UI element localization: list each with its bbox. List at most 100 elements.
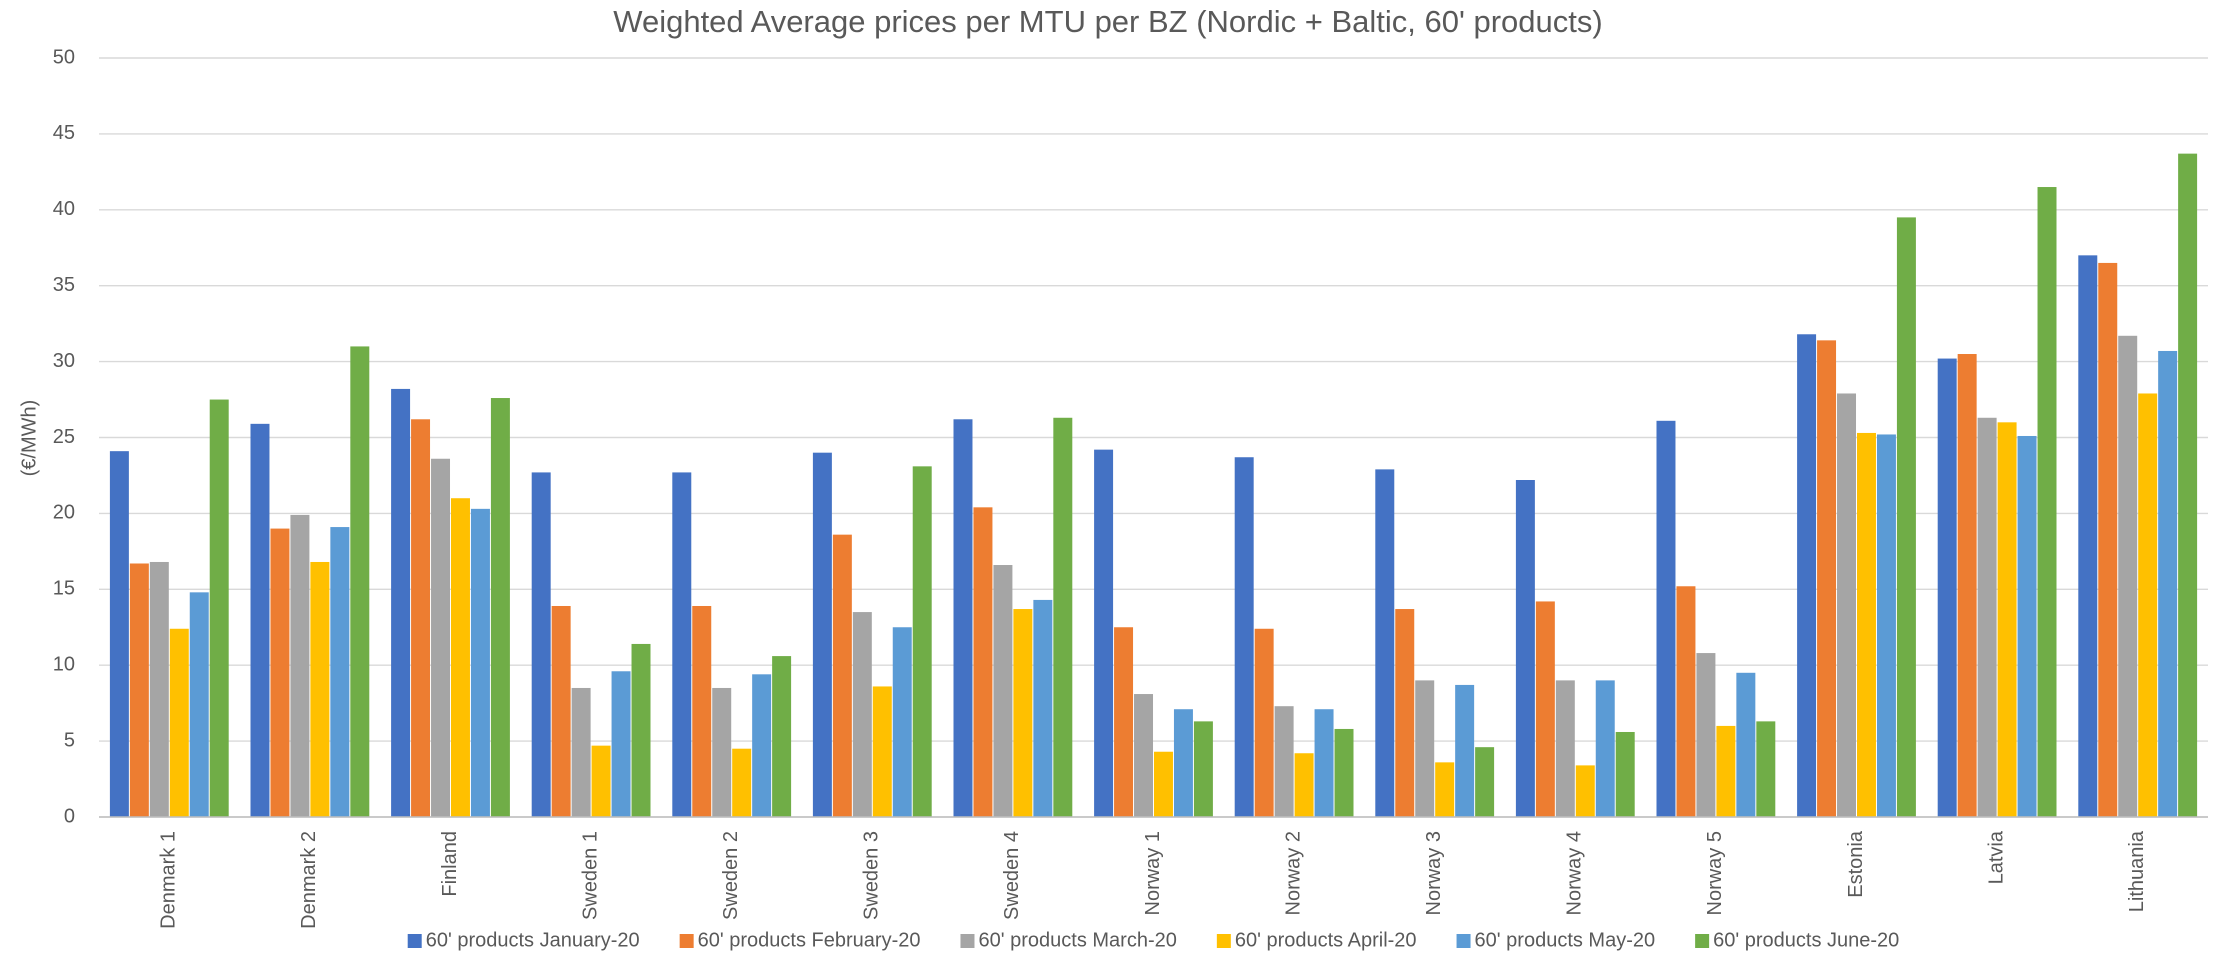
bar [1094,449,1114,817]
bar [189,592,209,817]
bar [812,452,832,817]
bar [411,419,431,817]
x-tick-label: Norway 1 [1142,831,1164,915]
bar [1173,709,1193,817]
bar [310,561,330,817]
bar [1375,469,1395,817]
bar [832,534,852,817]
y-tick-label: 35 [53,274,75,296]
bar [290,514,310,817]
bar [149,561,169,817]
bar [591,745,611,817]
bar [391,388,411,817]
bar [993,565,1013,817]
bar [1797,334,1817,817]
y-tick-label: 10 [53,653,75,675]
bar [1876,434,1896,817]
bar [1856,432,1876,817]
bar [2037,187,2057,817]
bar [1736,672,1756,817]
bar [571,687,591,817]
bar [2118,335,2138,817]
legend-label: 60' products March-20 [978,929,1176,951]
y-axis-label: (€/MWh) [18,400,40,477]
bar [1475,747,1495,817]
bar [1716,725,1736,817]
bar [732,748,752,817]
y-tick-label: 0 [64,805,75,827]
bar [1575,765,1595,817]
bar [872,686,892,817]
y-tick-label: 50 [53,46,75,68]
bar [1555,680,1575,817]
x-tick-label: Norway 5 [1704,831,1726,915]
bar [1515,480,1535,817]
bar [169,628,189,817]
legend-swatch [1216,934,1231,948]
bar [2017,435,2037,817]
bar [1314,709,1334,817]
bar [109,451,129,817]
bar [450,498,470,817]
legend-swatch [960,934,975,948]
legend-label: 60' products February-20 [698,929,921,951]
bar [1997,422,2017,817]
bar [1033,599,1053,817]
bar [752,674,772,817]
bar [1817,340,1837,817]
bar [712,687,732,817]
bar [2158,350,2178,817]
bar [330,527,350,817]
bar [1395,609,1415,817]
x-tick-label: Sweden 3 [861,831,883,920]
y-tick-label: 5 [64,729,75,751]
bar [892,627,912,817]
chart-title: Weighted Average prices per MTU per BZ (… [613,4,1602,39]
bar [953,419,973,817]
bar [1676,586,1696,817]
x-tick-label: Norway 2 [1282,831,1304,915]
bar [551,605,571,817]
bar [1937,358,1957,817]
bar [1535,601,1555,817]
bar [1615,731,1635,817]
bar [1837,393,1857,817]
bar [129,563,149,817]
x-tick-label: Latvia [1985,830,2007,884]
legend-label: 60' products May-20 [1475,929,1656,951]
x-tick-label: Sweden 1 [579,831,601,920]
legend-label: 60' products April-20 [1235,929,1417,951]
bar [1334,728,1354,817]
bar [490,398,510,817]
bar [350,346,370,817]
bar [1696,653,1716,817]
bar [1455,684,1475,817]
bar [1234,457,1254,817]
bar [631,643,651,817]
y-tick-label: 25 [53,426,75,448]
legend-swatch [1695,934,1710,948]
x-tick-label: Finland [439,831,461,897]
bar [772,656,792,817]
bar [1153,751,1173,817]
bar [672,472,692,817]
bar [470,508,490,817]
bar [1415,680,1435,817]
legend-swatch [679,934,694,948]
bar [1114,627,1134,817]
y-tick-label: 30 [53,350,75,372]
y-tick-label: 45 [53,122,75,144]
bar [2138,393,2158,817]
bar [1053,417,1073,817]
x-tick-label: Norway 4 [1564,831,1586,915]
bar [1756,721,1776,817]
bar [1013,609,1033,817]
x-tick-label: Denmark 2 [298,831,320,929]
bar [209,399,229,817]
x-tick-label: Estonia [1845,830,1867,898]
bar [2178,153,2198,817]
bar [250,423,270,817]
bar [2078,255,2098,818]
y-tick-label: 15 [53,578,75,600]
